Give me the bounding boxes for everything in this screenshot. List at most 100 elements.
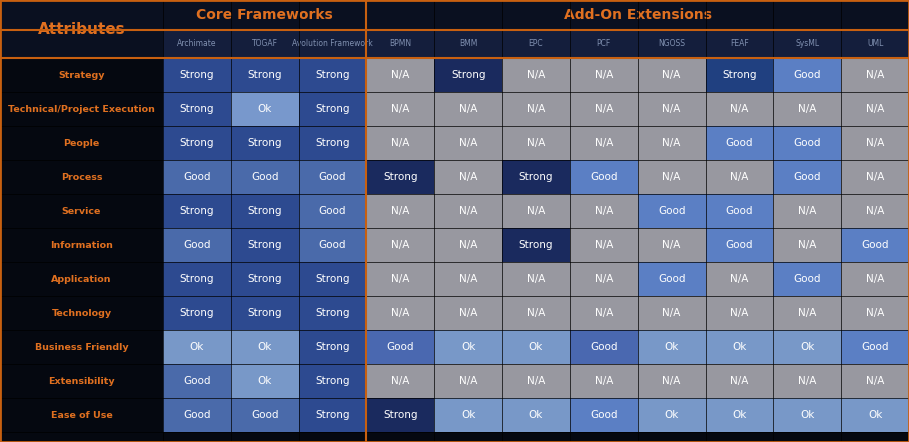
Bar (774, 330, 841, 364)
Bar (638, 364, 705, 398)
Bar (502, 398, 570, 432)
Text: Good: Good (794, 274, 821, 284)
Bar (435, 194, 502, 228)
Bar (435, 160, 502, 194)
Bar (774, 194, 841, 228)
Text: N/A: N/A (527, 206, 545, 216)
Bar (163, 126, 231, 160)
Text: People: People (64, 138, 100, 148)
Text: Ok: Ok (800, 410, 814, 420)
Bar (231, 262, 299, 296)
Text: Good: Good (862, 240, 889, 250)
Text: Technical/Project Execution: Technical/Project Execution (8, 104, 155, 114)
Bar (502, 228, 570, 262)
Bar (299, 126, 366, 160)
Bar (366, 160, 435, 194)
Bar (570, 364, 638, 398)
Text: N/A: N/A (798, 376, 816, 386)
Bar (299, 364, 366, 398)
Bar (231, 330, 299, 364)
Bar (231, 92, 299, 126)
Bar (435, 58, 502, 92)
Bar (231, 194, 299, 228)
Bar (502, 30, 570, 58)
Bar (299, 228, 366, 262)
Text: Good: Good (725, 240, 754, 250)
Text: N/A: N/A (866, 308, 884, 318)
Text: Ok: Ok (733, 342, 746, 352)
Text: N/A: N/A (391, 308, 410, 318)
Bar (366, 398, 435, 432)
Text: N/A: N/A (527, 274, 545, 284)
Text: Good: Good (658, 274, 685, 284)
Bar (638, 194, 705, 228)
Bar (435, 92, 502, 126)
Bar (0, 262, 163, 296)
Bar (163, 160, 231, 194)
Text: N/A: N/A (663, 104, 681, 114)
Text: Strong: Strong (180, 274, 215, 284)
Text: N/A: N/A (663, 138, 681, 148)
Text: Strong: Strong (180, 206, 215, 216)
Text: Process: Process (61, 172, 102, 182)
Text: Strong: Strong (315, 376, 350, 386)
Bar (502, 364, 570, 398)
Text: Strong: Strong (247, 240, 282, 250)
Text: Ok: Ok (664, 410, 679, 420)
Bar (638, 126, 705, 160)
Text: N/A: N/A (391, 274, 410, 284)
Bar (0, 296, 163, 330)
Bar (638, 58, 705, 92)
Bar (299, 194, 366, 228)
Text: N/A: N/A (391, 70, 410, 80)
Text: PCF: PCF (596, 39, 611, 49)
Text: N/A: N/A (459, 376, 477, 386)
Bar (841, 398, 909, 432)
Text: Good: Good (590, 172, 617, 182)
Text: Extensibility: Extensibility (48, 377, 115, 385)
Text: NGOSS: NGOSS (658, 39, 685, 49)
Bar (705, 194, 774, 228)
Bar (638, 160, 705, 194)
Text: Strong: Strong (519, 172, 554, 182)
Text: Strong: Strong (315, 138, 350, 148)
Bar (502, 58, 570, 92)
Text: N/A: N/A (391, 104, 410, 114)
Text: Ok: Ok (800, 342, 814, 352)
Bar (774, 30, 841, 58)
Text: Ok: Ok (529, 410, 544, 420)
Text: Strong: Strong (180, 138, 215, 148)
Text: Strong: Strong (519, 240, 554, 250)
Bar (705, 160, 774, 194)
Bar (231, 160, 299, 194)
Text: N/A: N/A (527, 138, 545, 148)
Bar (705, 30, 774, 58)
Bar (502, 262, 570, 296)
Text: Good: Good (658, 206, 685, 216)
Text: Strong: Strong (247, 274, 282, 284)
Bar (163, 58, 231, 92)
Text: Ok: Ok (868, 410, 883, 420)
Bar (366, 194, 435, 228)
Bar (366, 58, 435, 92)
Text: N/A: N/A (798, 240, 816, 250)
Bar (299, 296, 366, 330)
Text: Core Frameworks: Core Frameworks (196, 8, 333, 22)
Bar (841, 330, 909, 364)
Bar (0, 194, 163, 228)
Bar (502, 194, 570, 228)
Bar (841, 262, 909, 296)
Bar (231, 58, 299, 92)
Text: N/A: N/A (798, 308, 816, 318)
Text: N/A: N/A (663, 240, 681, 250)
Text: Good: Good (590, 342, 617, 352)
Text: N/A: N/A (594, 308, 613, 318)
Text: Strong: Strong (180, 308, 215, 318)
Bar (299, 92, 366, 126)
Bar (366, 296, 435, 330)
Text: Strong: Strong (451, 70, 485, 80)
Bar (841, 92, 909, 126)
Bar (570, 262, 638, 296)
Text: Service: Service (62, 206, 101, 216)
Text: Good: Good (725, 138, 754, 148)
